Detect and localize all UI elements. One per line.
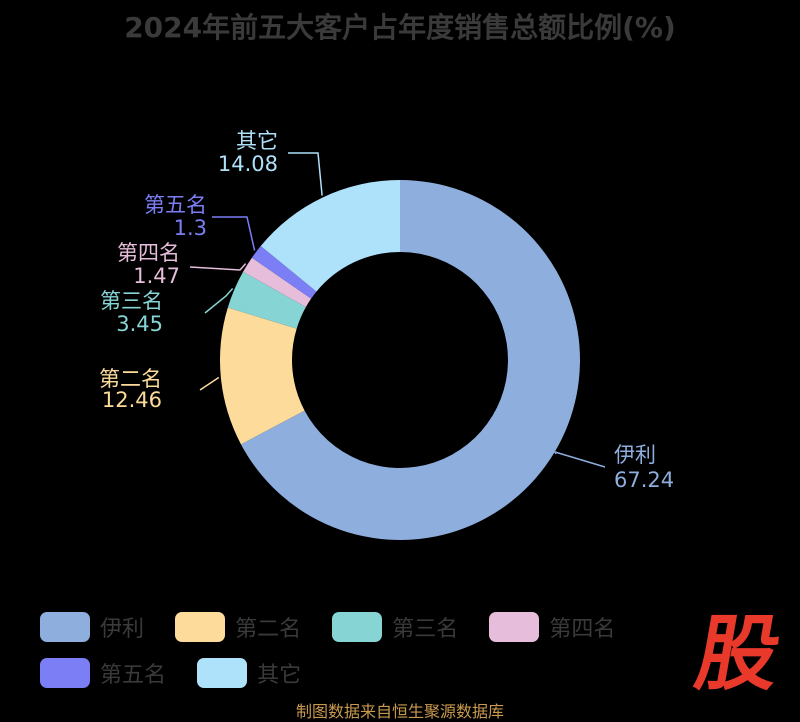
legend-swatch <box>40 612 90 642</box>
slice-label-second: 第二名 <box>99 367 162 391</box>
legend-item-other[interactable]: 其它 <box>197 652 301 694</box>
leader-line-yili <box>553 450 606 468</box>
slice-value-yili: 67.24 <box>614 468 674 492</box>
legend-label: 第三名 <box>392 617 459 642</box>
source-note: 制图数据来自恒生聚源数据库 <box>295 702 504 721</box>
leader-line-other <box>288 152 323 196</box>
slice-second[interactable] <box>220 307 305 445</box>
leader-line-fourth <box>189 263 247 271</box>
legend-label: 伊利 <box>100 617 145 642</box>
watermark-logo: 股 <box>688 607 788 702</box>
leader-line-fifth <box>212 216 256 251</box>
legend-label: 第二名 <box>235 617 302 642</box>
legend-item-yili[interactable]: 伊利 <box>40 606 144 648</box>
slice-value-fifth: 1.3 <box>174 216 207 240</box>
slice-fourth[interactable] <box>243 257 312 308</box>
legend: 伊利 第二名 第三名 第四名 第五名 其它 <box>40 606 780 698</box>
leader-line-third <box>204 288 234 314</box>
legend-swatch <box>40 658 90 688</box>
leader-line-second <box>199 376 220 391</box>
legend-swatch <box>332 612 383 642</box>
chart-title: 2024年前五大客户占年度销售总额比例(%) <box>124 11 676 44</box>
slice-fifth[interactable] <box>251 245 317 299</box>
slice-label-other: 其它 <box>236 129 278 153</box>
slice-third[interactable] <box>227 271 306 329</box>
legend-label: 第四名 <box>549 617 616 642</box>
slice-label-fifth: 第五名 <box>144 193 207 217</box>
slice-label-yili: 伊利 <box>614 443 656 467</box>
slice-other[interactable] <box>260 180 400 292</box>
legend-item-fifth[interactable]: 第五名 <box>40 652 166 694</box>
slice-value-other: 14.08 <box>218 152 278 176</box>
legend-swatch <box>197 658 248 688</box>
legend-item-second[interactable]: 第二名 <box>175 606 301 648</box>
slice-label-third: 第三名 <box>100 289 163 313</box>
legend-item-third[interactable]: 第三名 <box>332 606 458 648</box>
slice-label-fourth: 第四名 <box>117 241 180 265</box>
slice-value-fourth: 1.47 <box>133 264 180 288</box>
slice-yili[interactable] <box>240 180 581 540</box>
legend-swatch <box>175 612 226 642</box>
slice-value-second: 12.46 <box>102 388 162 412</box>
legend-label: 第五名 <box>100 663 167 688</box>
slice-value-third: 3.45 <box>116 312 163 336</box>
legend-label: 其它 <box>257 663 302 688</box>
legend-item-fourth[interactable]: 第四名 <box>489 606 615 648</box>
legend-swatch <box>489 612 540 642</box>
